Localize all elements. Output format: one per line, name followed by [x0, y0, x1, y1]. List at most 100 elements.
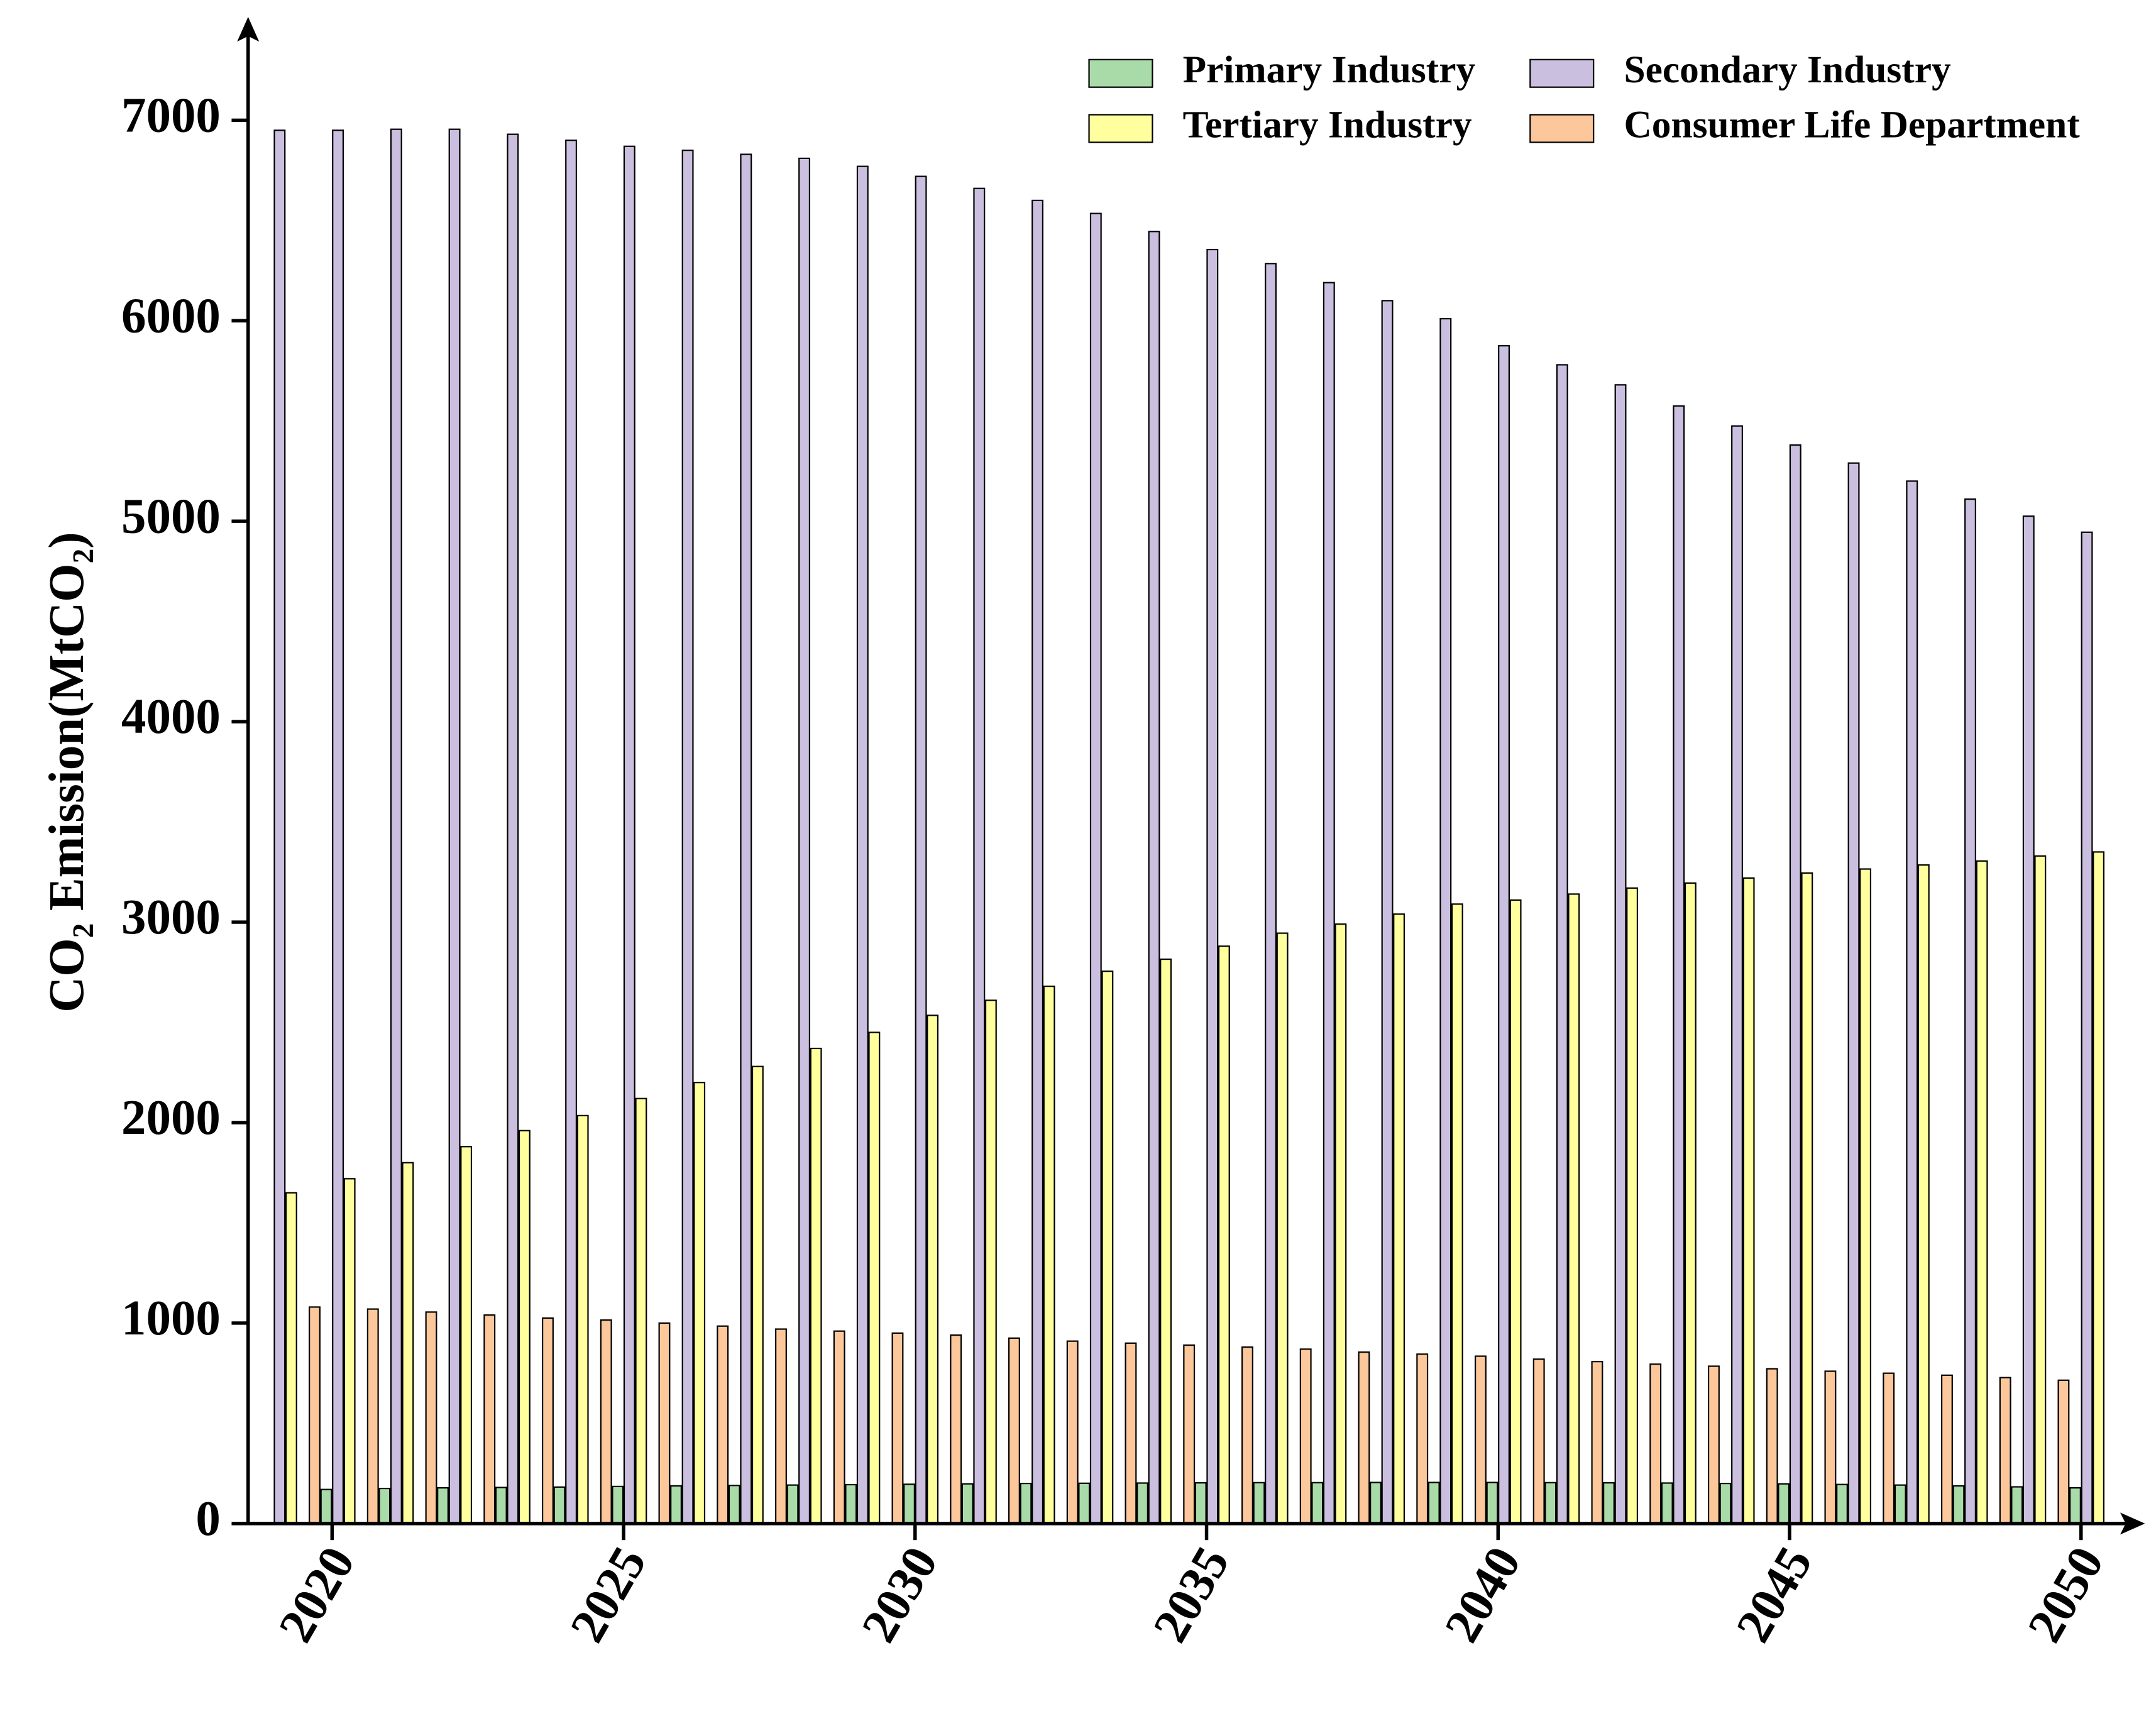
- bar: [810, 1047, 822, 1524]
- bar: [1940, 1374, 1953, 1524]
- y-tick-label: 7000: [121, 88, 221, 143]
- x-tick-label: 2040: [1434, 1538, 1531, 1651]
- bar: [1218, 945, 1230, 1524]
- bars: [273, 128, 2105, 1524]
- bar: [1160, 958, 1172, 1524]
- bar: [495, 1487, 507, 1524]
- bar: [915, 175, 927, 1524]
- x-tick-label: 2025: [560, 1538, 657, 1651]
- bar: [1020, 1482, 1032, 1524]
- legend-swatch: [1529, 114, 1595, 143]
- bar: [1183, 1344, 1196, 1524]
- bar: [1999, 1377, 2011, 1524]
- bar: [856, 165, 869, 1524]
- bar: [1532, 1358, 1545, 1524]
- bar: [1626, 887, 1639, 1524]
- bar: [1836, 1483, 1848, 1524]
- legend-swatch: [1529, 58, 1595, 88]
- bar: [565, 140, 578, 1524]
- bar: [681, 150, 694, 1524]
- bar: [950, 1334, 962, 1524]
- bar: [1847, 462, 1860, 1524]
- bar: [1649, 1363, 1662, 1524]
- bar: [1299, 1348, 1312, 1524]
- bar: [845, 1483, 857, 1524]
- bar: [1370, 1482, 1382, 1524]
- bar: [2011, 1486, 2023, 1524]
- bar: [600, 1319, 612, 1524]
- bar: [1824, 1370, 1837, 1524]
- bar: [1311, 1482, 1324, 1524]
- bar: [1614, 384, 1627, 1524]
- bar: [390, 128, 402, 1524]
- legend-swatch: [1088, 114, 1153, 143]
- bar: [1883, 1372, 1895, 1524]
- legend-label: Consumer Life Department: [1624, 104, 2080, 146]
- bar: [635, 1097, 647, 1524]
- bar: [1731, 425, 1743, 1524]
- bar: [542, 1317, 554, 1524]
- y-tick-label: 5000: [121, 489, 221, 544]
- bar: [1078, 1482, 1091, 1524]
- bar: [984, 999, 997, 1524]
- bar: [1148, 231, 1160, 1524]
- x-tick-label: 2035: [1143, 1538, 1240, 1651]
- y-axis-arrow: [237, 16, 260, 42]
- bar: [2034, 855, 2047, 1524]
- bar: [1976, 860, 1988, 1524]
- bar: [973, 187, 986, 1524]
- bar: [1253, 1482, 1265, 1524]
- y-tick-label: 6000: [121, 289, 221, 343]
- bar: [576, 1114, 589, 1524]
- bar: [1766, 1368, 1778, 1524]
- bar: [1031, 199, 1044, 1524]
- bar: [1358, 1351, 1370, 1524]
- x-tick-label: 2020: [268, 1538, 365, 1651]
- bar: [1206, 248, 1219, 1524]
- bar: [1393, 913, 1405, 1524]
- bar: [320, 1488, 333, 1524]
- bar: [2022, 515, 2035, 1524]
- bar: [1673, 405, 1685, 1524]
- bar: [553, 1486, 566, 1524]
- bar: [1964, 498, 1976, 1524]
- bar: [402, 1162, 414, 1524]
- y-tick-label: 4000: [121, 690, 221, 744]
- bar: [1603, 1482, 1615, 1524]
- bar: [1101, 970, 1114, 1524]
- bar: [437, 1487, 449, 1524]
- bar: [1125, 1342, 1137, 1524]
- bar: [1789, 444, 1801, 1524]
- bar: [1544, 1482, 1557, 1524]
- bar: [332, 129, 344, 1524]
- bar: [1859, 868, 1872, 1524]
- bar: [1276, 932, 1289, 1524]
- bar: [1568, 893, 1580, 1524]
- bar: [798, 157, 811, 1524]
- bar: [1801, 872, 1813, 1524]
- bar: [366, 1308, 379, 1524]
- bar: [273, 129, 286, 1524]
- legend-label: Secondary Industry: [1624, 48, 1951, 91]
- bar: [2081, 531, 2093, 1524]
- legend: Primary Industry Secondary Industry Tertia…: [1088, 48, 2080, 146]
- bar: [2093, 851, 2105, 1524]
- bar: [693, 1082, 706, 1524]
- bar: [378, 1487, 391, 1524]
- bar: [1707, 1365, 1720, 1524]
- bar: [1509, 899, 1522, 1524]
- bar: [1439, 317, 1452, 1524]
- bar: [1917, 864, 1930, 1524]
- bar: [448, 128, 461, 1524]
- x-tick-label: 2050: [2018, 1538, 2115, 1651]
- bar: [775, 1328, 787, 1524]
- bar: [1894, 1484, 1906, 1524]
- legend-label: Tertiary Industry: [1183, 104, 1472, 146]
- bar: [1089, 212, 1102, 1524]
- bar: [309, 1306, 321, 1524]
- bar: [1498, 345, 1510, 1524]
- bar: [460, 1146, 473, 1524]
- bar: [1194, 1482, 1207, 1524]
- bar: [1334, 923, 1347, 1524]
